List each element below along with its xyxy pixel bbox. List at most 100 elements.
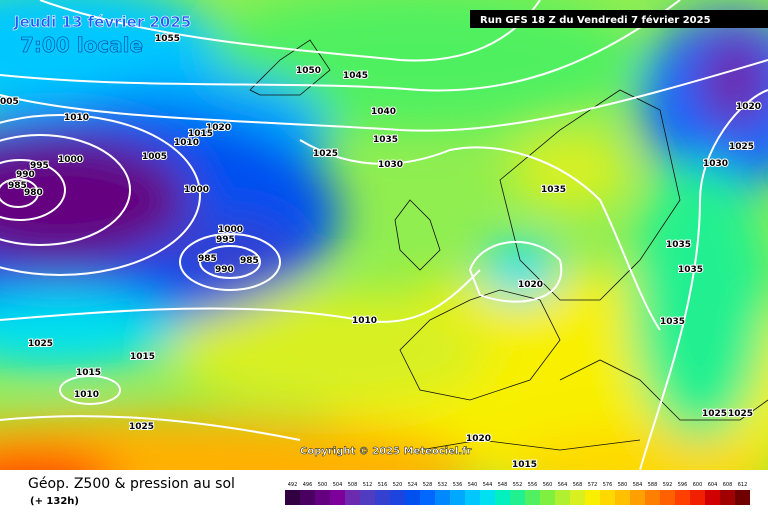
legend-swatch xyxy=(555,490,570,505)
legend-label: 512 xyxy=(363,482,373,488)
isobar-label: 985 xyxy=(198,254,217,264)
isobar-label: 1015 xyxy=(76,368,101,378)
legend-label: 584 xyxy=(633,482,643,488)
footer-title: Géop. Z500 & pression au sol xyxy=(28,476,235,492)
legend-swatch xyxy=(315,490,330,505)
legend-swatch xyxy=(495,490,510,505)
isobar-label: 1025 xyxy=(728,409,753,419)
legend-label: 604 xyxy=(708,482,718,488)
legend-label: 580 xyxy=(618,482,628,488)
lead-time: (+ 132h) xyxy=(30,496,79,507)
legend-swatch xyxy=(465,490,480,505)
isobar-label: 1035 xyxy=(678,265,703,275)
isobar-label: 995 xyxy=(30,161,49,171)
legend-label: 540 xyxy=(468,482,478,488)
legend-label: 552 xyxy=(513,482,523,488)
legend-label: 516 xyxy=(378,482,388,488)
isobar-label: 1035 xyxy=(541,185,566,195)
legend-swatch xyxy=(540,490,555,505)
isobar-label: 1010 xyxy=(64,113,89,123)
isobar-label: 1045 xyxy=(343,71,368,81)
isobar-label: 1025 xyxy=(28,339,53,349)
copyright: Copyright © 2025 Meteociel.fr xyxy=(300,446,471,457)
isobar-label: 1040 xyxy=(371,107,396,117)
legend-swatch xyxy=(645,490,660,505)
forecast-date: Jeudi 13 février 2025 xyxy=(13,13,191,31)
isobar-label: 1050 xyxy=(296,66,321,76)
legend-label: 492 xyxy=(288,482,298,488)
legend-label: 508 xyxy=(348,482,358,488)
color-legend: 492 496 500 504 508 512 516 520 524 528 532 536 540 5… xyxy=(285,482,750,505)
legend-label: 560 xyxy=(543,482,553,488)
legend-swatch xyxy=(390,490,405,505)
isobar-label: 1000 xyxy=(184,185,209,195)
legend-swatch xyxy=(615,490,630,505)
forecast-time: 7:00 locale xyxy=(20,33,143,57)
legend-label: 568 xyxy=(573,482,583,488)
legend-swatch xyxy=(300,490,315,505)
isobar-label: 1055 xyxy=(155,34,180,44)
isobar-label: 1030 xyxy=(378,160,403,170)
isobar-label: 1000 xyxy=(58,155,83,165)
isobar-label: 1015 xyxy=(188,129,213,139)
isobar-label: 1015 xyxy=(130,352,155,362)
isobar-label: 1010 xyxy=(352,316,377,326)
isobar-label: 1025 xyxy=(313,149,338,159)
isobar-label: 1035 xyxy=(373,135,398,145)
isobar-label: 1020 xyxy=(518,280,543,290)
legend-swatch xyxy=(735,490,750,505)
legend-swatch xyxy=(600,490,615,505)
isobar-label: 1020 xyxy=(206,123,231,133)
legend-swatch xyxy=(285,490,300,505)
legend-swatch xyxy=(420,490,435,505)
legend-label: 528 xyxy=(423,482,433,488)
legend-label: 536 xyxy=(453,482,463,488)
isobar-label: 1015 xyxy=(512,460,537,470)
legend-swatch xyxy=(450,490,465,505)
legend-swatch xyxy=(375,490,390,505)
isobar-label: 985 xyxy=(8,181,27,191)
legend-swatch xyxy=(435,490,450,505)
legend-label: 612 xyxy=(738,482,748,488)
isobar-label: 1010 xyxy=(174,138,199,148)
legend-label: 596 xyxy=(678,482,688,488)
legend-swatch xyxy=(405,490,420,505)
isobar-label: 985 xyxy=(240,256,259,266)
legend-label: 532 xyxy=(438,482,448,488)
legend-swatch xyxy=(720,490,735,505)
legend-label: 524 xyxy=(408,482,418,488)
isobar-label: 995 xyxy=(216,235,235,245)
legend-swatch xyxy=(660,490,675,505)
legend-label: 576 xyxy=(603,482,613,488)
run-box xyxy=(470,10,768,28)
legend-label: 608 xyxy=(723,482,733,488)
legend-label: 592 xyxy=(663,482,673,488)
isobar-label: 1000 xyxy=(218,225,243,235)
legend-label: 588 xyxy=(648,482,658,488)
legend-label: 504 xyxy=(333,482,343,488)
isobar-label: 1025 xyxy=(702,409,727,419)
legend-swatch xyxy=(345,490,360,505)
run-info: Run GFS 18 Z du Vendredi 7 février 2025 xyxy=(480,14,711,26)
legend-swatch xyxy=(525,490,540,505)
legend-label: 496 xyxy=(303,482,313,488)
legend-swatch xyxy=(570,490,585,505)
isobar-label: 980 xyxy=(24,188,43,198)
legend-label: 548 xyxy=(498,482,508,488)
isobar-label: 990 xyxy=(215,265,234,275)
legend-label: 544 xyxy=(483,482,493,488)
legend-swatch xyxy=(690,490,705,505)
isobar-label: 1035 xyxy=(666,240,691,250)
legend-label: 500 xyxy=(318,482,328,488)
legend-swatch xyxy=(480,490,495,505)
isobar-label: 990 xyxy=(16,170,35,180)
isobars xyxy=(0,0,768,470)
legend-label: 600 xyxy=(693,482,703,488)
legend-swatch xyxy=(330,490,345,505)
isobar-label: 1020 xyxy=(736,102,761,112)
isobar-label: 1025 xyxy=(729,142,754,152)
isobar-label: 1010 xyxy=(74,390,99,400)
